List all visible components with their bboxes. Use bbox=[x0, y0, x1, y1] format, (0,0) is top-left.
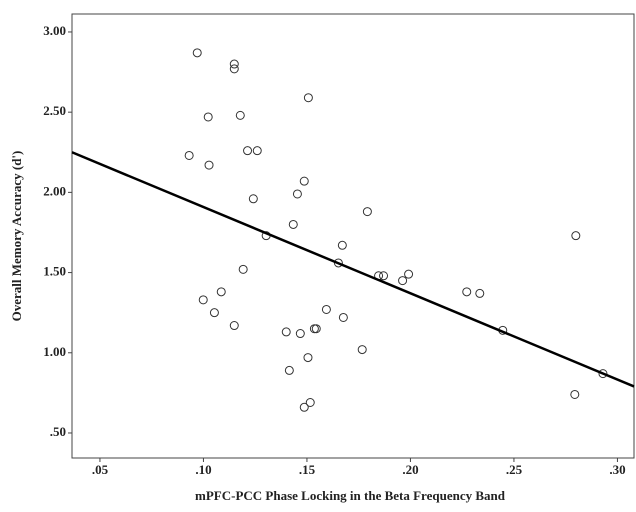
data-point bbox=[203, 112, 213, 122]
x-tick-label: .30 bbox=[609, 462, 625, 477]
data-point bbox=[284, 365, 294, 375]
data-point bbox=[337, 240, 347, 250]
data-point bbox=[299, 402, 309, 412]
data-point bbox=[192, 48, 202, 58]
data-point bbox=[198, 295, 208, 305]
data-point bbox=[305, 398, 315, 407]
x-tick-label: .25 bbox=[506, 462, 523, 477]
data-point bbox=[248, 194, 258, 204]
data-point bbox=[252, 146, 262, 156]
data-point bbox=[235, 110, 245, 120]
data-point bbox=[398, 276, 408, 286]
data-point bbox=[229, 64, 239, 74]
data-point bbox=[243, 146, 253, 156]
data-point bbox=[209, 308, 219, 318]
y-tick-label: 2.50 bbox=[43, 103, 66, 118]
data-point bbox=[303, 353, 313, 363]
data-point bbox=[303, 93, 313, 103]
data-point bbox=[321, 304, 331, 314]
y-tick-label: 1.00 bbox=[43, 344, 66, 359]
data-point bbox=[238, 264, 248, 274]
data-point bbox=[292, 189, 302, 199]
data-point bbox=[229, 59, 239, 69]
data-point bbox=[357, 345, 367, 355]
data-point bbox=[299, 176, 309, 186]
data-point bbox=[362, 207, 372, 217]
x-tick-label: .20 bbox=[402, 462, 418, 477]
y-tick-label: 3.00 bbox=[43, 23, 66, 38]
data-point bbox=[404, 269, 414, 279]
data-point bbox=[204, 160, 214, 170]
trend-line bbox=[71, 151, 635, 388]
data-point bbox=[570, 389, 580, 399]
data-point bbox=[216, 287, 226, 297]
data-point bbox=[311, 324, 321, 334]
data-point bbox=[475, 288, 485, 298]
data-point bbox=[184, 150, 194, 160]
x-tick-label: .15 bbox=[299, 462, 316, 477]
y-tick-label: 2.00 bbox=[43, 183, 66, 198]
x-tick-label: .10 bbox=[195, 462, 211, 477]
data-point bbox=[379, 271, 389, 281]
x-axis-title: mPFC-PCC Phase Locking in the Beta Frequ… bbox=[195, 488, 506, 503]
data-point bbox=[462, 287, 472, 297]
y-tick-label: 1.50 bbox=[43, 264, 66, 279]
data-point bbox=[229, 321, 239, 331]
data-point bbox=[598, 369, 608, 379]
plot-frame bbox=[71, 13, 635, 459]
data-point bbox=[288, 219, 298, 229]
data-point bbox=[338, 312, 348, 322]
data-point bbox=[295, 329, 305, 339]
y-tick-label: .50 bbox=[50, 424, 66, 439]
data-point bbox=[309, 324, 319, 334]
x-tick-label: .05 bbox=[92, 462, 109, 477]
data-point bbox=[571, 231, 581, 241]
y-axis-title: Overall Memory Accuracy (d') bbox=[9, 151, 24, 322]
data-point bbox=[281, 327, 291, 337]
